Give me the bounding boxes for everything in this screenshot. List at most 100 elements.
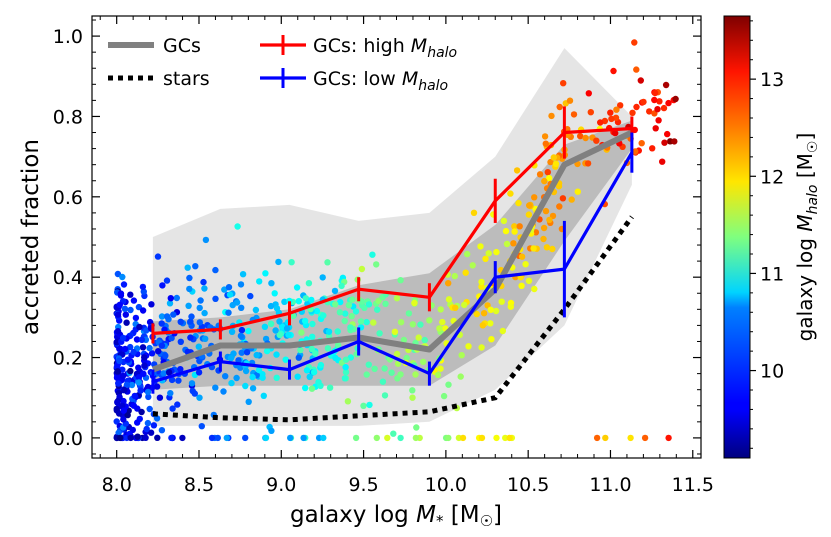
galaxy-point xyxy=(255,366,263,374)
galaxy-point xyxy=(119,273,126,281)
galaxy-point xyxy=(130,348,137,356)
galaxy-point xyxy=(488,336,495,343)
galaxy-point xyxy=(541,177,548,185)
galaxy-point xyxy=(409,394,416,401)
galaxy-point xyxy=(228,379,235,387)
galaxy-point xyxy=(434,371,442,379)
galaxy-point xyxy=(175,377,182,384)
galaxy-point xyxy=(233,374,240,382)
galaxy-point xyxy=(320,312,327,319)
galaxy-point xyxy=(302,295,310,302)
legend-high-label: GCs: high Mhalo xyxy=(313,35,457,61)
galaxy-point xyxy=(393,350,401,358)
galaxy-point xyxy=(249,373,256,381)
galaxy-point xyxy=(665,99,672,107)
galaxy-point xyxy=(543,244,551,251)
plot-area xyxy=(113,39,679,442)
galaxy-point xyxy=(187,334,194,341)
galaxy-point xyxy=(341,317,348,325)
galaxy-point xyxy=(584,160,592,167)
galaxy-point xyxy=(536,171,544,178)
galaxy-point xyxy=(140,370,147,377)
galaxy-point xyxy=(147,429,155,436)
galaxy-point xyxy=(548,112,555,120)
galaxy-point xyxy=(617,102,624,109)
galaxy-point xyxy=(366,401,373,409)
galaxy-point xyxy=(317,361,325,369)
galaxy-point xyxy=(117,290,125,297)
galaxy-point xyxy=(295,298,302,305)
galaxy-point xyxy=(294,373,301,380)
high-mhalo-line xyxy=(152,126,632,335)
galaxy-point xyxy=(506,434,513,442)
galaxy-point xyxy=(492,307,500,315)
galaxy-point xyxy=(187,318,194,325)
galaxy-point xyxy=(120,281,128,288)
galaxy-point xyxy=(348,313,355,320)
galaxy-point xyxy=(121,386,128,394)
galaxy-point xyxy=(174,401,181,408)
galaxy-point xyxy=(144,388,152,396)
galaxy-point xyxy=(570,111,578,118)
galaxy-point xyxy=(309,333,316,340)
galaxy-point xyxy=(245,327,252,335)
galaxy-point xyxy=(188,313,195,320)
galaxy-point xyxy=(124,411,131,419)
galaxy-point xyxy=(153,383,161,390)
galaxy-point xyxy=(556,203,563,210)
colorbar-tick-label: 13 xyxy=(760,69,784,91)
galaxy-point xyxy=(325,328,333,335)
galaxy-point xyxy=(324,345,332,352)
galaxy-point xyxy=(482,255,489,262)
galaxy-point xyxy=(656,98,663,105)
galaxy-point xyxy=(397,434,404,442)
galaxy-point xyxy=(518,253,526,260)
galaxy-point xyxy=(139,344,147,351)
galaxy-point xyxy=(503,240,511,248)
galaxy-point xyxy=(516,223,523,230)
galaxy-point xyxy=(352,308,360,315)
galaxy-point xyxy=(379,378,387,385)
galaxy-point xyxy=(437,365,444,372)
galaxy-point xyxy=(461,301,468,309)
galaxy-point xyxy=(212,384,219,391)
galaxy-point xyxy=(511,228,518,235)
galaxy-point xyxy=(263,347,271,355)
galaxy-point xyxy=(276,331,283,339)
stars-line xyxy=(152,215,634,423)
colorbar-tick-label: 10 xyxy=(760,361,784,383)
galaxy-point xyxy=(525,211,533,218)
galaxy-point xyxy=(223,434,230,442)
galaxy-point xyxy=(308,345,315,353)
galaxy-point xyxy=(150,422,158,429)
x-axis-ticks: 8.0 8.5 9.0 9.5 10.0 10.5 11.0 11.5 xyxy=(99,16,714,496)
galaxy-point xyxy=(478,283,485,290)
colorbar-tick-label: 12 xyxy=(760,166,784,188)
galaxy-point xyxy=(556,103,563,111)
galaxy-point xyxy=(177,366,184,373)
galaxy-point xyxy=(546,216,553,224)
galaxy-point xyxy=(239,271,247,278)
galaxy-point xyxy=(132,314,140,322)
galaxy-point xyxy=(114,328,122,335)
galaxy-point xyxy=(177,318,184,325)
galaxy-point xyxy=(319,274,326,281)
galaxy-point xyxy=(133,336,141,343)
galaxy-point xyxy=(156,394,164,401)
galaxy-point xyxy=(629,109,636,117)
galaxy-point xyxy=(374,306,381,313)
galaxy-point xyxy=(168,334,175,342)
galaxy-point xyxy=(659,158,666,165)
galaxy-point xyxy=(143,425,150,433)
galaxy-point xyxy=(393,295,401,302)
galaxy-point xyxy=(141,354,148,361)
galaxy-point xyxy=(122,311,129,318)
galaxy-point xyxy=(400,336,408,344)
galaxy-point xyxy=(499,327,506,335)
gcs-median-line xyxy=(151,129,634,373)
galaxy-point xyxy=(298,329,305,336)
galaxy-point xyxy=(273,374,280,381)
galaxy-point xyxy=(135,379,143,386)
galaxy-point xyxy=(365,361,372,368)
galaxy-point xyxy=(662,81,670,89)
